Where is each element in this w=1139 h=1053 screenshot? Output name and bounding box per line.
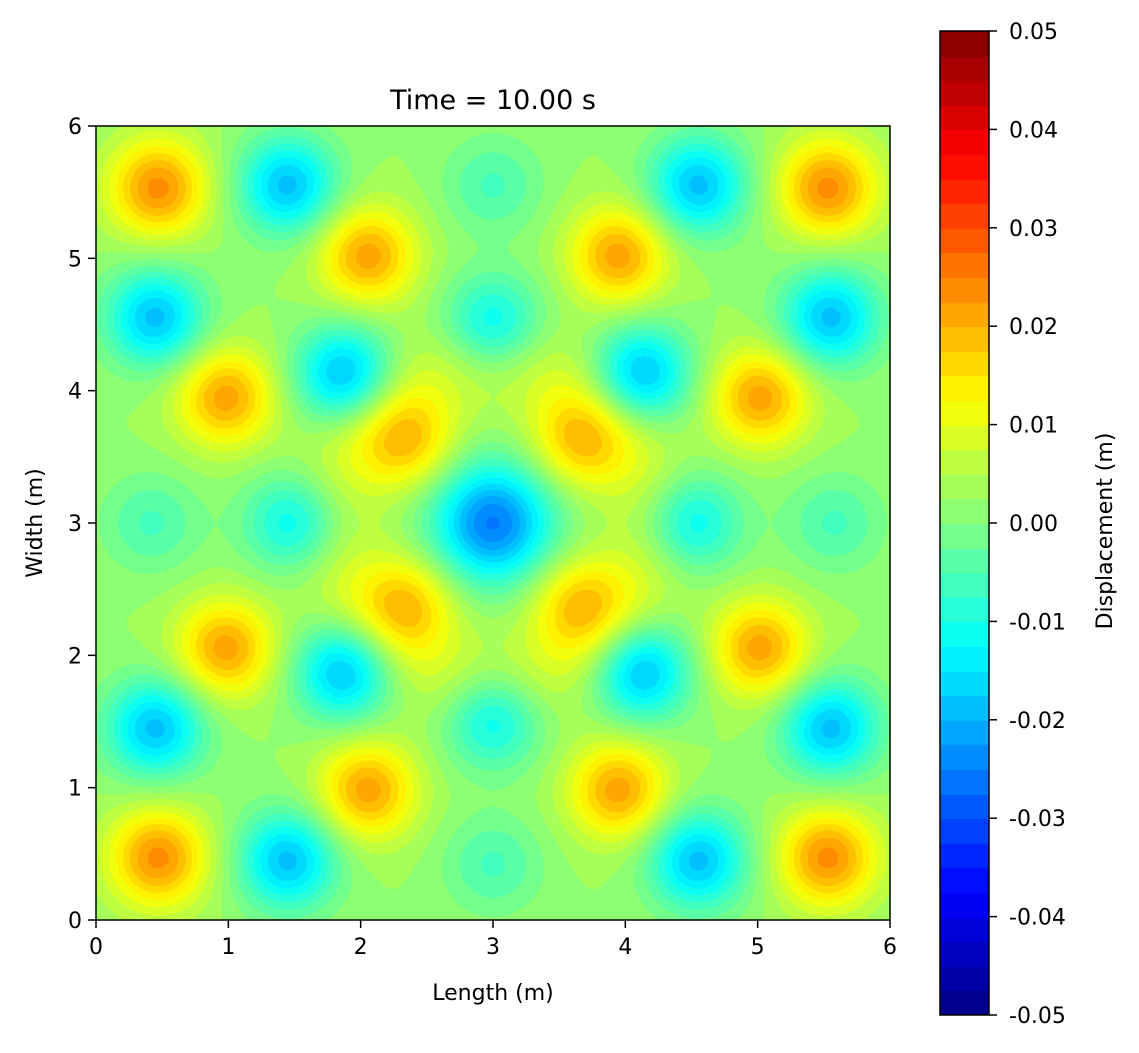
colorbar-tick-label: 0.01 xyxy=(1009,414,1058,439)
colorbar-tick-label: 0.04 xyxy=(1009,118,1058,143)
y-tick-label: 0 xyxy=(68,909,82,934)
colorbar-gradient xyxy=(940,31,989,1015)
x-tick-label: 2 xyxy=(354,935,368,960)
y-tick-label: 4 xyxy=(68,380,82,405)
y-tick-label: 5 xyxy=(68,247,82,272)
y-tick-label: 2 xyxy=(68,644,82,669)
colorbar-tick-label: 0.03 xyxy=(1009,217,1058,242)
colorbar-tick-label: 0.05 xyxy=(1009,20,1058,45)
displacement-contour-plot xyxy=(96,126,890,920)
y-axis-label: Width (m) xyxy=(23,468,48,578)
x-tick-label: 0 xyxy=(89,935,103,960)
x-axis-label: Length (m) xyxy=(432,981,553,1006)
chart-title: Time = 10.00 s xyxy=(389,85,596,116)
colorbar-label: Displacement (m) xyxy=(1093,433,1118,630)
x-tick-label: 5 xyxy=(751,935,765,960)
x-axis-ticks: 0 1 2 3 4 5 6 xyxy=(89,920,897,960)
x-tick-label: 1 xyxy=(221,935,235,960)
colorbar-tick-label: -0.02 xyxy=(1009,709,1066,734)
plot-frame xyxy=(95,125,891,921)
y-tick-label: 1 xyxy=(68,777,82,802)
colorbar-ticks: 0.05 0.04 0.03 0.02 0.01 0.00 -0.01 -0.02 -0.03 -… xyxy=(989,20,1066,1029)
colorbar-tick-label: 0.02 xyxy=(1009,315,1058,340)
colorbar-tick-label: -0.05 xyxy=(1009,1004,1066,1029)
y-axis-ticks: 0 1 2 3 4 5 6 xyxy=(68,115,96,934)
colorbar-frame xyxy=(939,30,990,1016)
y-tick-label: 3 xyxy=(68,512,82,537)
x-tick-label: 4 xyxy=(618,935,632,960)
colorbar-tick-label: -0.01 xyxy=(1009,610,1066,635)
colorbar-tick-label: -0.04 xyxy=(1009,906,1066,931)
x-tick-label: 6 xyxy=(883,935,897,960)
colorbar-tick-label: -0.03 xyxy=(1009,807,1066,832)
colorbar-tick-label: 0.00 xyxy=(1009,512,1058,537)
y-tick-label: 6 xyxy=(68,115,82,140)
x-tick-label: 3 xyxy=(486,935,500,960)
